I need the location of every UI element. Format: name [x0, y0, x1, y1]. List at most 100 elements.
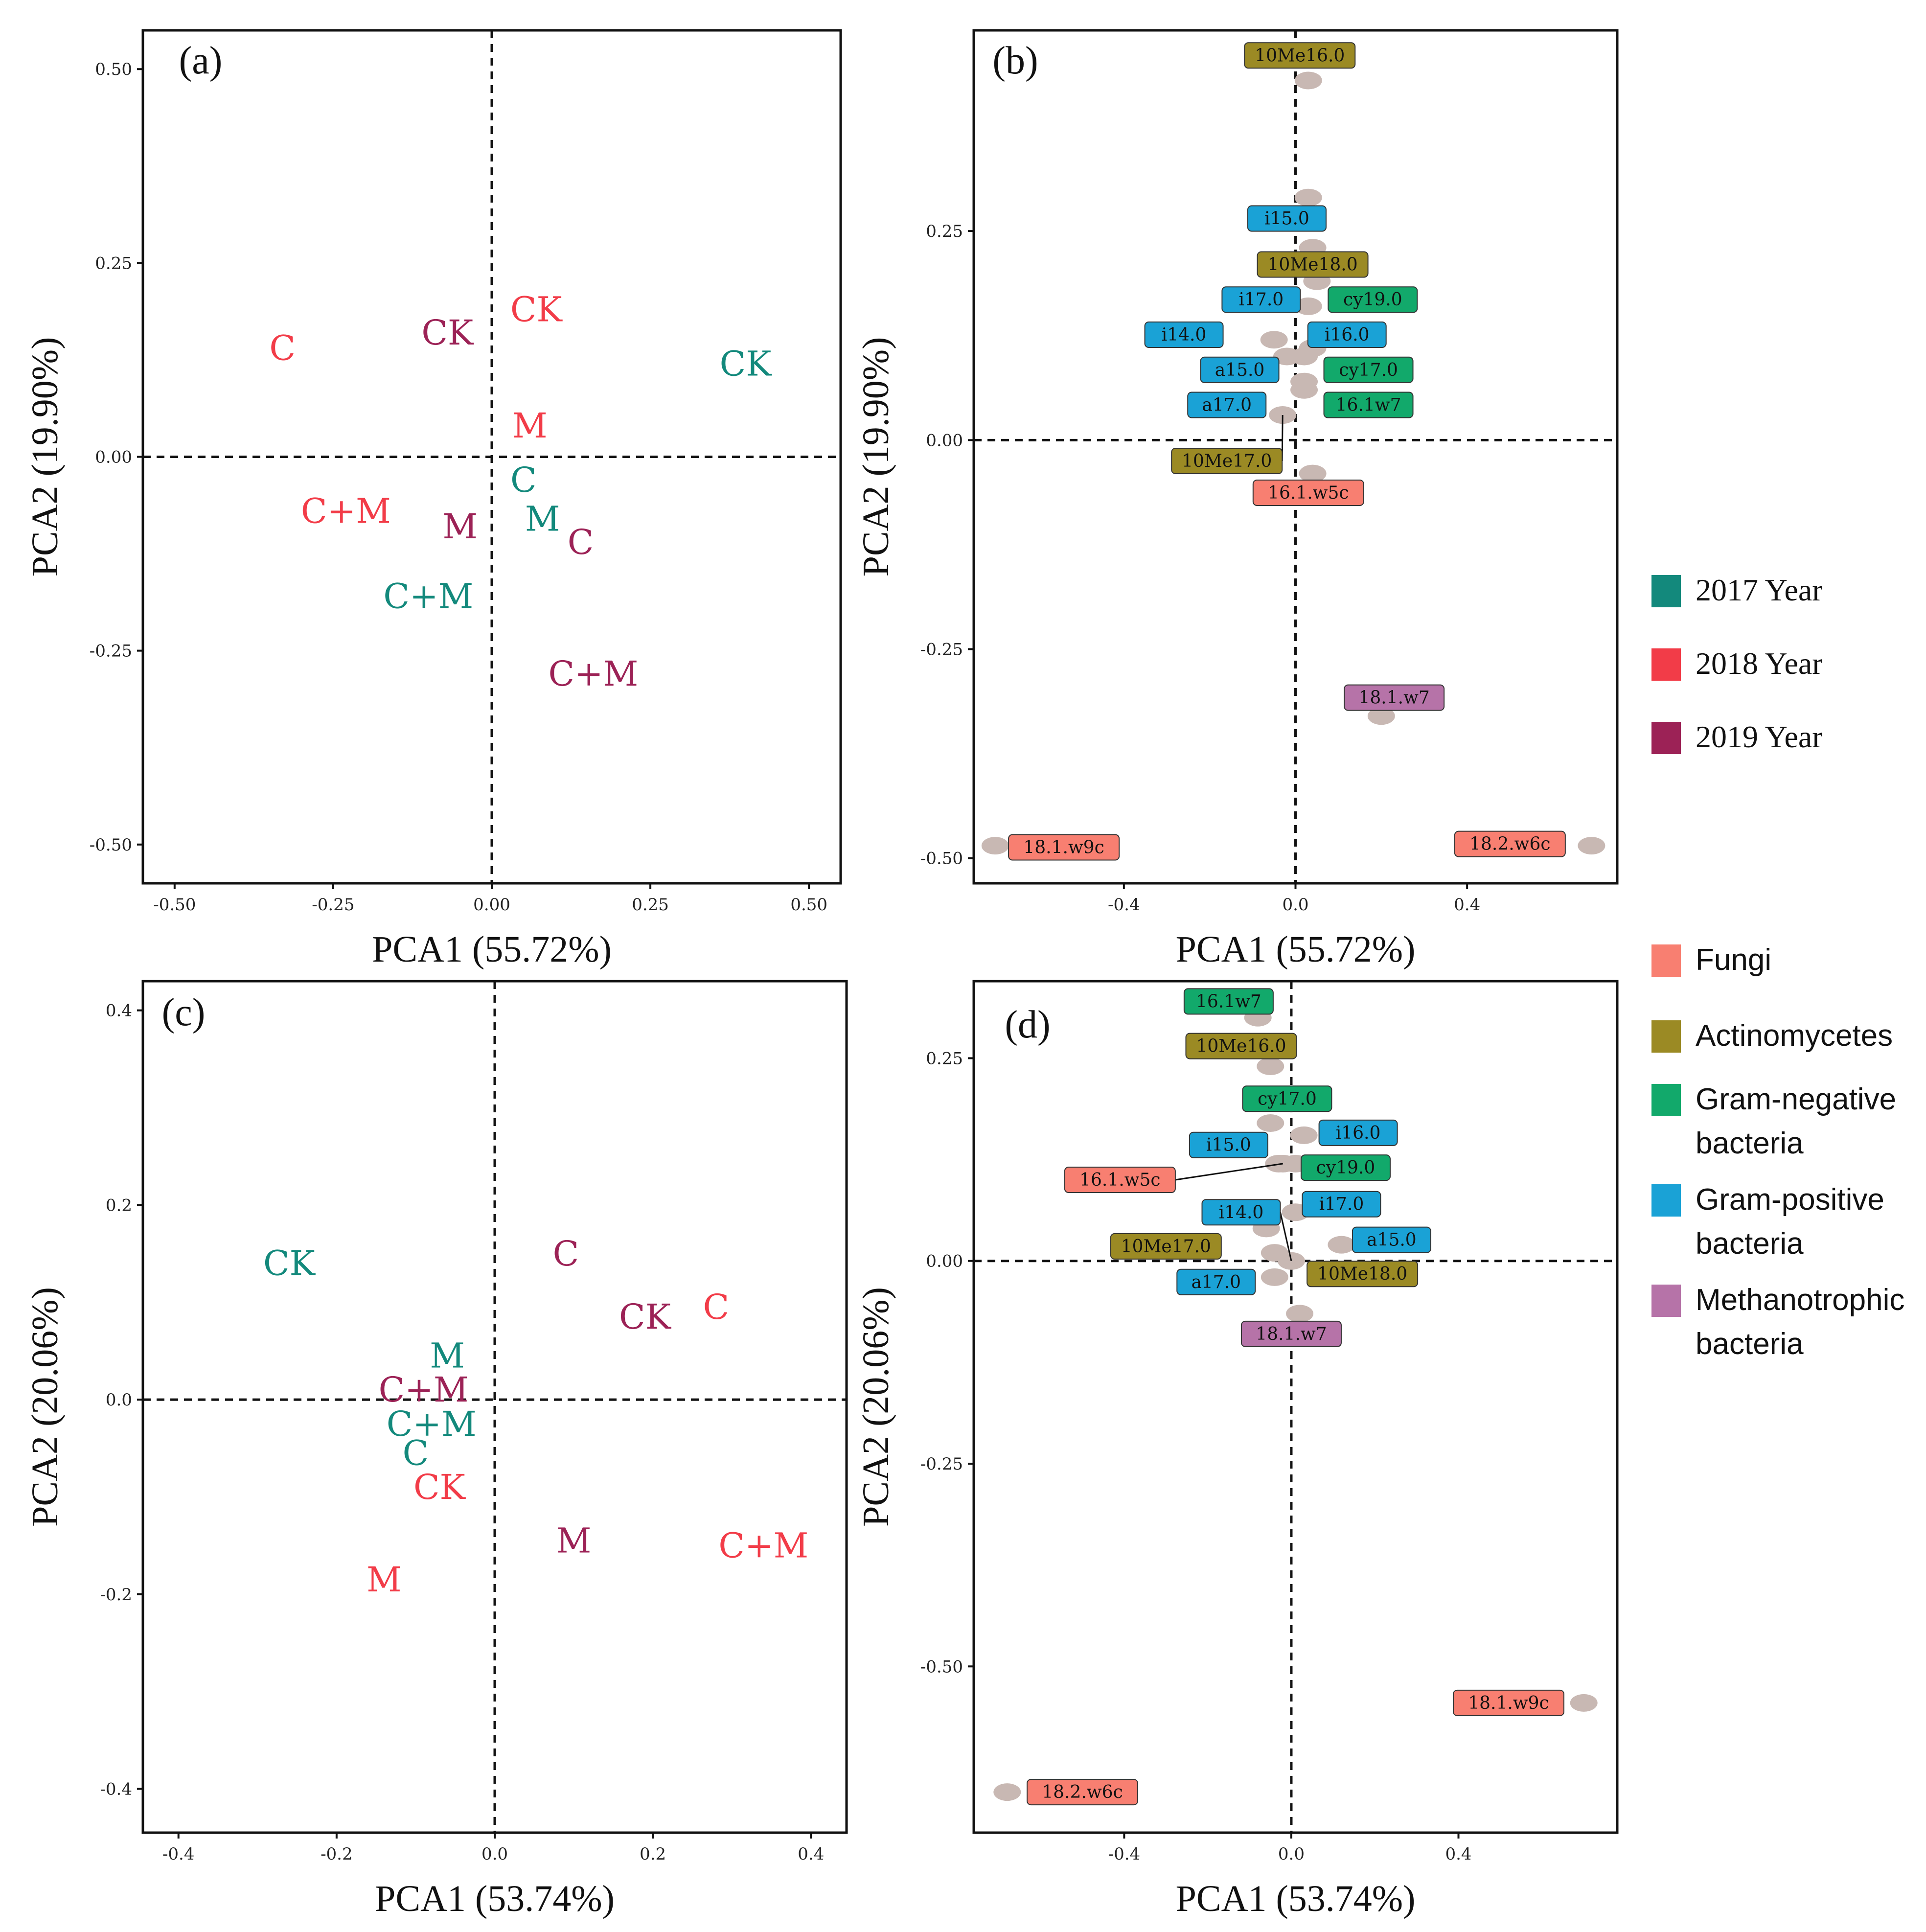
loading-label: 18.2.w6c [1469, 834, 1550, 854]
leader-line [1175, 1163, 1284, 1181]
loading-label-box [1328, 286, 1418, 313]
loading-label: i17.0 [1239, 290, 1284, 310]
sample-label: M [367, 1560, 402, 1600]
sample-label: C+M [379, 1370, 469, 1410]
x-tick-label: 0.0 [1282, 895, 1308, 915]
loading-label-box [1452, 1689, 1564, 1716]
loading-label: 10Me18.0 [1317, 1264, 1407, 1284]
loading-point [1261, 1268, 1288, 1286]
x-axis-label: PCA1 (55.72%) [372, 929, 612, 970]
x-axis-label: PCA1 (53.74%) [375, 1878, 615, 1919]
loading-point [1578, 837, 1605, 855]
sample-label: C [510, 460, 537, 500]
legend-swatch [1651, 1020, 1681, 1053]
sample-label: CK [413, 1467, 466, 1507]
legend-label: Gram-negative [1696, 1082, 1896, 1116]
loading-label: 16.1w7 [1196, 991, 1261, 1012]
loading-label: cy17.0 [1258, 1089, 1317, 1109]
sample-label: C+M [548, 654, 638, 694]
loading-label-box [1201, 1199, 1281, 1226]
loading-point [1299, 464, 1327, 483]
y-axis-label: PCA2 (20.06%) [855, 1287, 896, 1527]
loading-label-box [1171, 448, 1283, 475]
sample-label: C [703, 1287, 730, 1327]
legend-swatch [1651, 1285, 1681, 1317]
loading-point [993, 1783, 1021, 1801]
panel-label: (a) [179, 39, 223, 82]
x-tick-label: -0.2 [321, 1844, 353, 1864]
loading-label: 16.1.w5c [1079, 1170, 1160, 1190]
loading-point [1367, 707, 1395, 725]
sample-label: M [556, 1520, 592, 1561]
y-tick-label: -0.50 [90, 835, 132, 855]
sample-label: CK [263, 1243, 316, 1284]
loading-label-box [1454, 830, 1566, 857]
x-tick-label: -0.4 [1108, 1844, 1141, 1864]
sample-label: C [403, 1433, 429, 1473]
loading-point [1290, 1126, 1318, 1144]
loading-label-box [1008, 834, 1120, 861]
legend-swatch [1651, 575, 1681, 607]
loading-label-box [1027, 1779, 1139, 1806]
loading-label: 18.1.w9c [1468, 1693, 1549, 1713]
y-tick-label: -0.25 [90, 642, 132, 661]
loading-label: i15.0 [1206, 1135, 1251, 1155]
y-tick-label: -0.50 [920, 1657, 963, 1677]
loading-point [981, 837, 1009, 855]
loading-label-box [1323, 356, 1414, 383]
loading-label: 10Me18.0 [1267, 254, 1357, 275]
loading-label-box [1242, 1085, 1332, 1112]
panel-d: -0.4 0.0 0.4 -0.50 -0.25 0.00 0.25 PCA1 (53.74%… [855, 980, 1619, 1919]
loading-label: 16.1w7 [1336, 395, 1401, 415]
legend-label: Methanotrophic [1696, 1283, 1904, 1317]
loading-label: i14.0 [1219, 1202, 1264, 1222]
loading-label: 18.1.w7 [1256, 1324, 1327, 1344]
panel-c: -0.4 -0.2 0.0 0.2 0.4 -0.4 -0.2 0.0 0.2 0.4 PCA1 (… [24, 980, 848, 1919]
loading-label-box [1221, 286, 1301, 313]
loading-label: i14.0 [1162, 325, 1207, 345]
loading-label-box [1183, 988, 1274, 1015]
loading-label-box [1176, 1268, 1256, 1295]
panel-a: -0.50 -0.25 0.00 0.25 0.50 -0.50 -0.25 0.00 0.25… [24, 29, 842, 970]
loading-label: 18.1.w9c [1023, 838, 1104, 858]
loading-point [1294, 297, 1322, 315]
legend-label: Fungi [1696, 943, 1771, 977]
legend-swatch [1651, 944, 1681, 977]
loading-label-box [1352, 1226, 1431, 1253]
loading-label-box [1110, 1233, 1222, 1260]
loading-point [1294, 71, 1322, 90]
sample-label: M [442, 506, 478, 547]
loading-label: i16.0 [1336, 1123, 1381, 1143]
y-tick-label: 0.25 [926, 1049, 963, 1068]
loading-point [1260, 331, 1288, 349]
y-tick-label: 0.00 [926, 1252, 963, 1271]
loading-point [1570, 1694, 1598, 1712]
legend-swatch [1651, 648, 1681, 681]
y-tick-label: -0.25 [920, 640, 963, 660]
panel-label: (d) [1005, 1003, 1050, 1046]
y-tick-label: 0.00 [95, 448, 132, 467]
y-tick-label: 0.0 [106, 1390, 132, 1410]
loading-label: cy19.0 [1343, 290, 1402, 310]
loading-point [1328, 1236, 1355, 1254]
loading-label: a15.0 [1215, 360, 1265, 380]
loading-label: 18.1.w7 [1358, 688, 1429, 708]
legend-label: bacteria [1696, 1227, 1804, 1261]
x-tick-label: 0.25 [632, 895, 669, 915]
y-tick-label: 0.25 [926, 222, 963, 241]
loading-label-box [1200, 356, 1280, 383]
loading-label-box [1144, 322, 1224, 348]
loading-label-box [1323, 391, 1414, 418]
x-tick-label: 0.4 [798, 1844, 824, 1864]
loading-point [1294, 188, 1322, 207]
loading-point [1257, 1058, 1284, 1075]
loading-label: a17.0 [1191, 1272, 1241, 1292]
sample-label: C+M [383, 576, 473, 617]
leader-line [1280, 1212, 1292, 1262]
y-tick-label: 0.50 [95, 60, 132, 79]
loading-label: a17.0 [1202, 395, 1252, 415]
y-tick-label: -0.2 [100, 1585, 132, 1605]
x-tick-label: 0.4 [1454, 895, 1480, 915]
legend-label: bacteria [1696, 1127, 1804, 1160]
legend-swatch [1651, 1084, 1681, 1116]
